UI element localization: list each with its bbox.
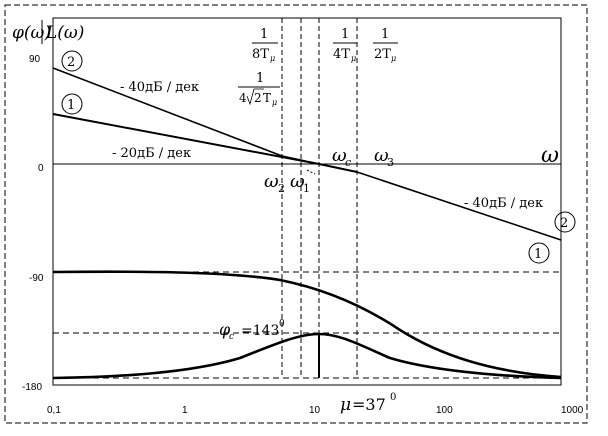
magnitude-line-2-upper — [52, 67, 283, 157]
circle-label-2-right: 2 — [554, 211, 576, 233]
svg-text:=37: =37 — [352, 395, 386, 414]
svg-text:4: 4 — [239, 91, 247, 105]
omega-axis-label: ω — [541, 143, 559, 168]
y-tick-minus90: -90 — [29, 273, 44, 284]
svg-text:μ: μ — [272, 98, 277, 107]
y-tick-90: 90 — [29, 54, 41, 65]
circle-label-1-right: 1 — [528, 242, 550, 264]
mu-label: μ =37 0 — [340, 392, 396, 415]
circle-label-2-left: 2 — [61, 50, 83, 72]
svg-text:1: 1 — [260, 27, 268, 42]
svg-text:c: c — [345, 156, 351, 169]
svg-text:1: 1 — [381, 27, 389, 42]
svg-text:2: 2 — [254, 91, 262, 105]
slope-label-40-top: - 40дБ / дек — [120, 80, 199, 95]
svg-text:μ: μ — [340, 395, 351, 415]
svg-text:0: 0 — [279, 319, 285, 329]
x-tick-1000: 1000 — [561, 405, 584, 416]
svg-text:4T: 4T — [333, 47, 350, 62]
omega-3-label: ω 3 — [374, 145, 394, 169]
annotation-1-over-4sqrt2T: 1 4 2 T μ — [238, 71, 280, 107]
y-tick-minus180: -180 — [22, 382, 42, 393]
plot-frame — [52, 17, 562, 386]
svg-text:ω: ω — [332, 145, 347, 166]
svg-text:1: 1 — [341, 27, 349, 42]
circle-label-1-left: 1 — [61, 93, 83, 115]
L-axis-label: L(ω) — [45, 23, 84, 43]
outer-frame — [4, 4, 588, 424]
phi-c-label: φ c =143 0 — [219, 319, 285, 342]
slope-label-20: - 20дБ / дек — [112, 146, 191, 161]
annotation-1-over-8T: 1 8T μ — [252, 27, 278, 63]
x-tick-0.1: 0,1 — [47, 405, 61, 416]
svg-text:T: T — [263, 91, 271, 105]
svg-text:8T: 8T — [252, 47, 269, 62]
svg-text:μ: μ — [391, 54, 396, 63]
svg-text:1: 1 — [303, 182, 310, 195]
svg-text:ω: ω — [290, 171, 305, 192]
svg-text:2T: 2T — [374, 47, 391, 62]
svg-text:=143: =143 — [241, 323, 279, 339]
phi-axis-label: φ(ω) — [12, 23, 51, 43]
x-tick-1: 1 — [182, 405, 188, 416]
svg-text:c: c — [229, 332, 234, 342]
svg-text:μ: μ — [270, 54, 275, 63]
svg-text:1: 1 — [67, 98, 75, 113]
slope-label-40-right: - 40дБ / дек — [464, 196, 543, 211]
magnitude-line-1-upper — [52, 113, 320, 165]
magnitude-line-1-mid — [318, 163, 358, 173]
svg-text:1: 1 — [256, 71, 264, 86]
omega-2-label: ω 2 — [264, 171, 285, 195]
svg-text:μ: μ — [351, 54, 356, 63]
phase-curve-lower — [52, 332, 562, 380]
svg-text:1: 1 — [534, 247, 542, 262]
annotation-1-over-2T: 1 2T μ — [373, 27, 398, 63]
svg-text:ω: ω — [264, 171, 279, 192]
svg-text:2: 2 — [560, 216, 568, 231]
omega1-marker — [306, 169, 316, 175]
phase-curve-upper — [52, 270, 562, 379]
svg-text:ω: ω — [374, 145, 389, 166]
magnitude-line-right — [356, 171, 562, 241]
x-tick-100: 100 — [436, 405, 453, 416]
svg-text:3: 3 — [387, 156, 394, 169]
svg-text:φ: φ — [219, 320, 231, 339]
svg-text:2: 2 — [67, 55, 75, 70]
x-tick-10: 10 — [309, 405, 321, 416]
svg-text:0: 0 — [390, 392, 396, 403]
omega-c-label: ω c — [332, 145, 351, 169]
svg-text:2: 2 — [278, 182, 285, 195]
y-tick-0: 0 — [38, 163, 44, 174]
annotation-1-over-4T: 1 4T μ — [333, 27, 357, 63]
omega-1-label: ω 1 — [290, 171, 310, 195]
